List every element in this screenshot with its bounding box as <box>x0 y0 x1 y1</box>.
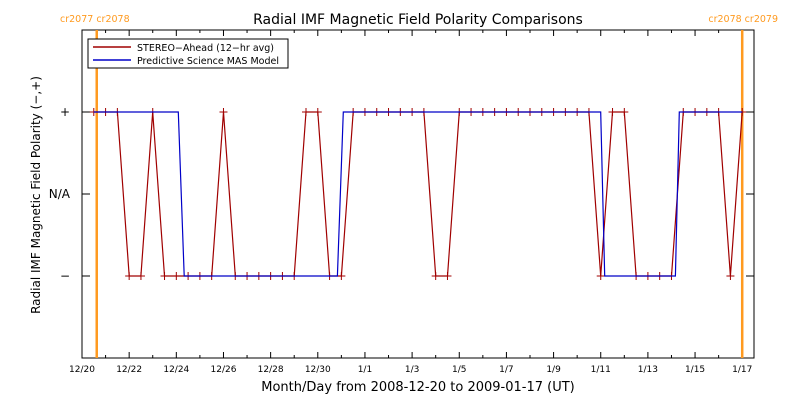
y-tick-label: + <box>60 105 70 119</box>
x-tick-label: 12/20 <box>69 365 95 375</box>
x-axis: 12/20 12/22 12/24 12/26 12/28 12/30 1/1 1/3 1/5 1… <box>69 30 752 375</box>
stereo-data-point <box>219 108 228 116</box>
stereo-data-point <box>302 108 310 116</box>
legend-label-stereo: STEREO−Ahead (12−hr avg) <box>137 43 274 54</box>
x-tick-label: 1/5 <box>452 365 466 375</box>
x-tick-label: 12/28 <box>258 365 284 375</box>
stereo-data-point <box>337 272 346 280</box>
x-tick-label: 1/15 <box>685 365 705 375</box>
x-tick-label: 1/17 <box>732 365 752 375</box>
stereo-data-point <box>125 272 134 280</box>
stereo-data-point <box>431 272 440 280</box>
x-tick-label: 1/13 <box>638 365 658 375</box>
plot-frame <box>81 29 755 359</box>
y-tick-label: N/A <box>49 187 71 201</box>
stereo-data-point <box>443 272 452 280</box>
stereo-data-point <box>172 272 181 280</box>
x-tick-label: 12/24 <box>163 365 189 375</box>
carrington-label: cr2078 cr2079 <box>708 14 778 25</box>
x-tick-label: 12/26 <box>211 365 237 375</box>
x-axis-label: Month/Day from 2008-12-20 to 2009-01-17 … <box>261 380 574 395</box>
stereo-data-point <box>136 272 145 280</box>
x-tick-label: 1/1 <box>358 365 372 375</box>
x-tick-label: 12/22 <box>116 365 142 375</box>
x-tick-label: 1/11 <box>591 365 611 375</box>
stereo-series-line <box>93 111 743 277</box>
x-tick-label: 1/9 <box>546 365 561 375</box>
y-axis: + N/A − <box>49 105 754 283</box>
legend: STEREO−Ahead (12−hr avg) Predictive Scie… <box>87 38 289 69</box>
mas-series-line <box>93 111 743 277</box>
stereo-data-point <box>313 108 322 116</box>
legend-box <box>87 38 289 69</box>
stereo-data-point <box>608 108 617 116</box>
carrington-markers: cr2077 cr2078 cr2078 cr2079 <box>60 14 778 358</box>
stereo-data-point <box>596 272 605 280</box>
stereo-data-point <box>726 272 735 280</box>
x-tick-label: 12/30 <box>305 365 331 375</box>
stereo-data-point <box>160 272 169 280</box>
y-axis-label: Radial IMF Magnetic Field Polarity (−,+) <box>29 76 43 314</box>
x-tick-label: 1/3 <box>405 365 419 375</box>
legend-label-mas: Predictive Science MAS Model <box>137 56 279 67</box>
stereo-data-point <box>620 108 629 116</box>
series-layer <box>89 108 747 280</box>
x-tick-label: 1/7 <box>499 365 513 375</box>
y-tick-label: − <box>60 269 70 283</box>
chart-title: Radial IMF Magnetic Field Polarity Compa… <box>253 12 583 28</box>
carrington-label: cr2077 cr2078 <box>60 14 130 25</box>
